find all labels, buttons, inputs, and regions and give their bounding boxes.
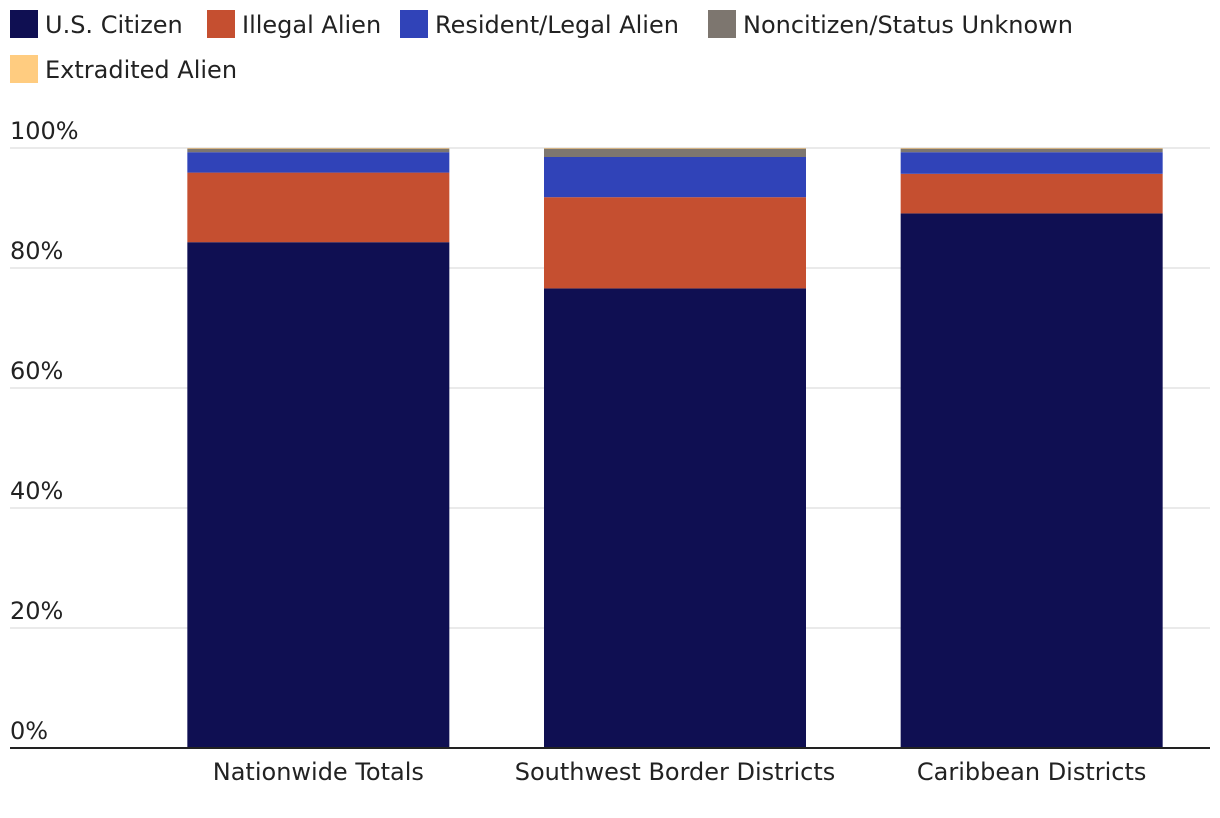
bar-southwest-border-districts-noncitizen-status-unknown [544, 148, 806, 157]
legend-label-noncitizen-status-unknown: Noncitizen/Status Unknown [743, 11, 1073, 39]
bar-southwest-border-districts-illegal-alien [544, 197, 806, 289]
legend-item-illegal-alien: Illegal Alien [207, 10, 381, 39]
y-tick-label-60: 60% [10, 357, 63, 385]
bar-southwest-border-districts-u-s-citizen [544, 288, 806, 748]
bar-caribbean-districts-extradited-alien [900, 148, 1163, 149]
x-tick-label-nationwide-totals: Nationwide Totals [213, 758, 424, 786]
legend-swatch-noncitizen-status-unknown [708, 10, 736, 38]
bar-caribbean-districts-u-s-citizen [900, 213, 1163, 748]
legend-item-extradited-alien: Extradited Alien [10, 55, 237, 84]
legend-swatch-illegal-alien [207, 10, 235, 38]
y-tick-label-20: 20% [10, 597, 63, 625]
legend-label-resident-legal-alien: Resident/Legal Alien [435, 11, 679, 39]
legend-swatch-resident-legal-alien [400, 10, 428, 38]
legend-label-illegal-alien: Illegal Alien [242, 11, 381, 39]
legend-item-u-s-citizen: U.S. Citizen [10, 10, 183, 39]
y-tick-label-0: 0% [10, 717, 48, 745]
legend-label-extradited-alien: Extradited Alien [45, 56, 237, 84]
legend-item-resident-legal-alien: Resident/Legal Alien [400, 10, 679, 39]
bar-caribbean-districts-resident-legal-alien [900, 152, 1163, 174]
x-axis: Nationwide Totals Southwest Border Distri… [10, 747, 1210, 786]
bar-group-caribbean-districts [900, 148, 1163, 748]
legend-item-noncitizen-status-unknown: Noncitizen/Status Unknown [708, 10, 1073, 39]
legend: U.S. Citizen Illegal Alien Resident/Legal … [10, 10, 1073, 84]
y-tick-label-40: 40% [10, 477, 63, 505]
y-axis: 0% 20% 40% 60% 80% 100% [10, 117, 79, 745]
bar-nationwide-totals-extradited-alien [187, 148, 450, 149]
bar-southwest-border-districts-resident-legal-alien [544, 157, 806, 198]
bar-caribbean-districts-noncitizen-status-unknown [900, 148, 1163, 153]
legend-label-u-s-citizen: U.S. Citizen [45, 11, 183, 39]
legend-swatch-u-s-citizen [10, 10, 38, 38]
bar-southwest-border-districts-extradited-alien [544, 148, 806, 149]
bar-group-nationwide-totals [187, 148, 450, 748]
legend-swatch-extradited-alien [10, 55, 38, 83]
x-tick-label-southwest-border-districts: Southwest Border Districts [515, 758, 835, 786]
y-tick-label-80: 80% [10, 237, 63, 265]
bar-nationwide-totals-resident-legal-alien [187, 152, 450, 173]
y-tick-label-100: 100% [10, 117, 79, 145]
bars [187, 148, 1163, 748]
bar-group-southwest-border-districts [544, 148, 806, 748]
bar-caribbean-districts-illegal-alien [900, 173, 1163, 214]
bar-nationwide-totals-noncitizen-status-unknown [187, 148, 450, 153]
x-tick-label-caribbean-districts: Caribbean Districts [917, 758, 1147, 786]
bar-nationwide-totals-u-s-citizen [187, 242, 450, 748]
bar-nationwide-totals-illegal-alien [187, 172, 450, 243]
